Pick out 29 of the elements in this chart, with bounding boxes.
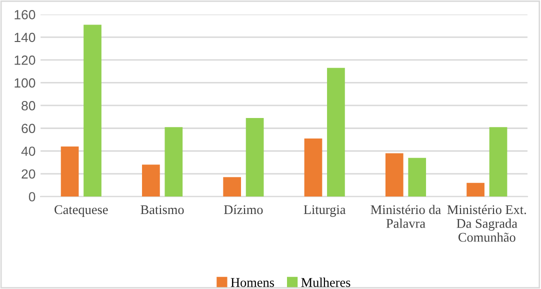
y-tick-label: 20	[22, 169, 36, 179]
x-tick-label: Liturgia	[304, 205, 346, 217]
bar	[84, 24, 102, 197]
y-tick-label: 160	[14, 10, 36, 20]
bar	[466, 182, 484, 197]
y-tick-label: 120	[14, 56, 36, 65]
legend-label: Mulheres	[301, 278, 350, 287]
bar	[223, 177, 242, 197]
bar	[408, 158, 426, 197]
y-tick-label: 0	[28, 192, 36, 202]
x-tick-label: Ministério da Palavra	[370, 204, 441, 228]
y-tick-label: 140	[14, 32, 36, 42]
y-tick-label: 100	[14, 78, 36, 88]
bar	[304, 138, 322, 197]
y-tick-label: 80	[22, 101, 36, 110]
bar	[246, 118, 264, 197]
bar	[489, 127, 508, 197]
x-tick-label: Catequese	[54, 205, 108, 217]
x-tick-label: Dízimo	[224, 204, 263, 214]
legend-label: Homens	[230, 278, 274, 287]
bar	[385, 153, 404, 197]
bar	[142, 164, 160, 197]
y-tick-label: 60	[22, 124, 36, 134]
bar	[164, 127, 183, 197]
bar	[60, 146, 79, 197]
y-tick-label: 40	[21, 146, 36, 156]
bar	[327, 68, 345, 197]
x-tick-label: Batismo	[140, 205, 184, 214]
x-tick-label: Ministério Ext. Da Sagrada Comunhão	[447, 204, 526, 242]
